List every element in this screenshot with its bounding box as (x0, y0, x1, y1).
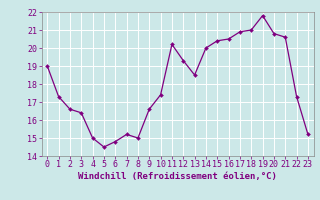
X-axis label: Windchill (Refroidissement éolien,°C): Windchill (Refroidissement éolien,°C) (78, 172, 277, 181)
